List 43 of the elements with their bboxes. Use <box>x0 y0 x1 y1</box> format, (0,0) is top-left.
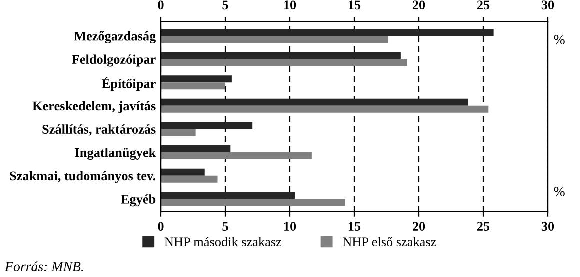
bar <box>161 176 218 183</box>
bar <box>161 36 388 43</box>
x2-axis-title: % <box>554 35 565 45</box>
bar <box>161 129 196 136</box>
y-tick-label: Mezőgazdaság <box>74 31 156 44</box>
bar <box>161 98 468 106</box>
x2-tick-label: 20 <box>412 0 426 10</box>
x2-tick-label: 5 <box>222 0 228 10</box>
x2-tick-label: 10 <box>284 0 296 10</box>
bar <box>161 199 346 206</box>
bar <box>161 168 205 176</box>
bar <box>161 106 489 113</box>
x-tick-label: 10 <box>284 222 296 232</box>
bar <box>161 192 296 200</box>
x-tick-label: 15 <box>348 222 361 232</box>
x-tick-label: 0 <box>158 222 164 232</box>
bar <box>161 152 312 160</box>
x-tick-label: 30 <box>542 222 554 232</box>
y-tick-label: Szakmai, tudományos tev. <box>10 171 156 184</box>
y-tick-label: Kereskedelem, javítás <box>32 101 156 114</box>
x-tick-label: 25 <box>477 222 490 232</box>
x-axis-title: % <box>554 187 565 197</box>
y-tick-label: Építőipar <box>102 76 156 92</box>
bar <box>161 146 231 153</box>
bar <box>161 52 401 60</box>
x-tick-label: 5 <box>222 222 228 232</box>
x-tick-label: 20 <box>412 222 426 232</box>
bar <box>161 28 494 36</box>
y-tick-label: Feldolgozóipar <box>72 54 156 67</box>
legend-label: NHP második szakasz <box>164 237 282 247</box>
bar <box>161 82 226 90</box>
bar <box>161 76 232 83</box>
y-tick-label: Ingatlanügyek <box>75 148 156 160</box>
text: Forrás: MNB. <box>4 262 84 272</box>
x2-tick-label: 15 <box>348 0 361 10</box>
x2-tick-label: 25 <box>477 0 490 10</box>
x2-tick-label: 30 <box>542 0 554 10</box>
y-tick-label: Egyéb <box>121 194 156 207</box>
x2-tick-label: 0 <box>158 0 164 10</box>
y-tick-label: Szállítás, raktározás <box>42 124 156 136</box>
bar <box>161 59 408 66</box>
bar <box>161 122 253 130</box>
legend-label: NHP első szakasz <box>343 237 436 247</box>
